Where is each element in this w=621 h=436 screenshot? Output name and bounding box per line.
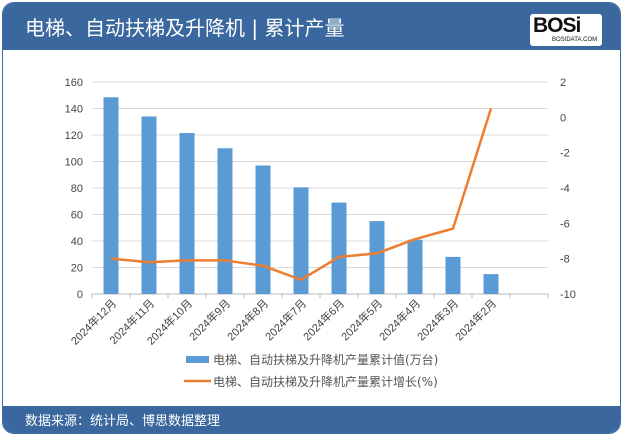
left-tick-label: 0 [77,289,83,301]
bar [104,97,119,294]
legend-label-bar: 电梯、自动扶梯及升降机产量累计值(万台) [213,352,438,367]
bar [446,257,461,294]
left-tick-label: 120 [65,130,83,142]
left-tick-label: 80 [71,183,83,195]
right-tick-label: -10 [560,289,576,301]
bar [142,116,157,294]
bar [256,165,271,294]
bar [332,203,347,294]
bar [218,148,233,294]
legend-label-line: 电梯、自动扶梯及升降机产量累计增长(%) [213,374,438,389]
bar [180,133,195,294]
bar [484,274,499,294]
left-tick-label: 140 [65,104,83,116]
chart: 020406080100120140160-10-8-6-4-2022024年1… [3,3,620,407]
left-tick-label: 20 [71,263,83,275]
x-tick-label: 2024年2月 [452,296,499,343]
left-tick-label: 60 [71,210,83,222]
right-tick-label: -8 [560,254,570,266]
legend-swatch-bar [186,356,209,363]
bar [408,240,423,294]
footer: 数据来源：统计局、博思数据整理 [3,406,620,433]
data-source: 数据来源：统计局、博思数据整理 [25,410,220,429]
bar [370,221,385,294]
left-tick-label: 100 [65,157,83,169]
right-tick-label: -4 [560,183,570,195]
left-tick-label: 40 [71,236,83,248]
right-tick-label: 2 [560,77,566,89]
left-tick-label: 160 [65,77,83,89]
right-tick-label: -6 [560,218,570,230]
right-tick-label: 0 [560,112,566,124]
right-tick-label: -2 [560,148,570,160]
